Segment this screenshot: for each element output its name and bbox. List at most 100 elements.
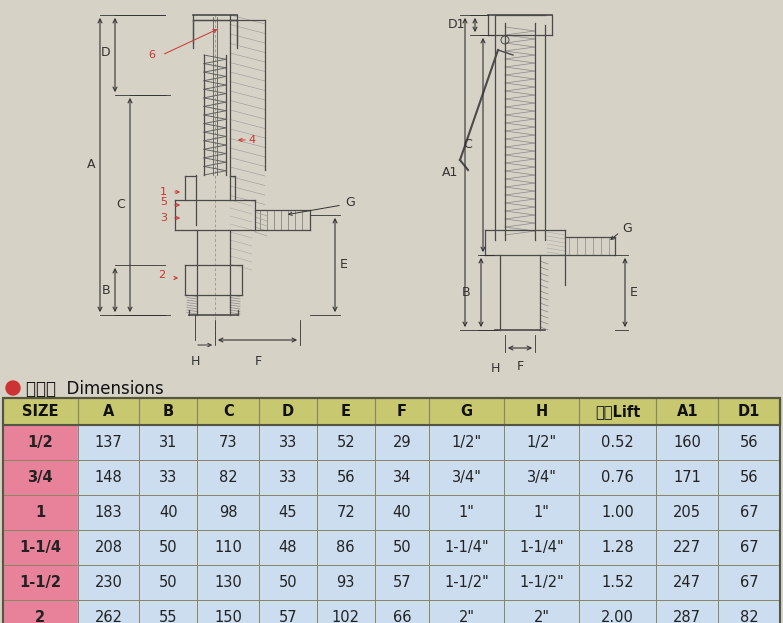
Text: 33: 33 — [159, 470, 178, 485]
Text: A1: A1 — [677, 404, 698, 419]
Bar — [139, 460, 197, 495]
Bar — [259, 460, 317, 495]
Bar — [259, 460, 317, 495]
Bar — [3, 530, 78, 565]
Text: 208: 208 — [95, 540, 123, 555]
Bar — [78, 530, 139, 565]
Text: 66: 66 — [393, 610, 411, 623]
Bar — [656, 565, 718, 600]
Text: 150: 150 — [215, 610, 242, 623]
Bar — [317, 565, 374, 600]
Bar — [579, 460, 656, 495]
Bar — [656, 600, 718, 623]
Text: 205: 205 — [673, 505, 702, 520]
Bar — [3, 398, 780, 425]
Bar — [197, 460, 259, 495]
Text: 57: 57 — [392, 575, 411, 590]
Bar — [197, 495, 259, 530]
Bar — [718, 530, 780, 565]
Bar — [374, 600, 429, 623]
Bar — [139, 565, 197, 600]
Bar — [656, 425, 718, 460]
Bar — [429, 495, 504, 530]
Text: G: G — [345, 196, 355, 209]
Bar — [718, 460, 780, 495]
Text: 1: 1 — [35, 505, 45, 520]
Bar — [504, 600, 579, 623]
Text: 1/2": 1/2" — [526, 435, 557, 450]
Text: 67: 67 — [740, 540, 759, 555]
Bar — [3, 398, 78, 425]
Bar — [429, 565, 504, 600]
Bar — [78, 600, 139, 623]
Bar — [139, 530, 197, 565]
Text: C: C — [222, 404, 233, 419]
Text: 1-1/4": 1-1/4" — [445, 540, 489, 555]
Bar — [139, 460, 197, 495]
Bar — [3, 495, 78, 530]
Text: 45: 45 — [279, 505, 298, 520]
Text: 56: 56 — [740, 435, 759, 450]
Text: E: E — [340, 259, 348, 272]
Bar — [259, 398, 317, 425]
Text: A1: A1 — [442, 166, 458, 179]
Bar — [374, 460, 429, 495]
Bar — [429, 460, 504, 495]
Text: B: B — [461, 285, 470, 298]
Bar — [504, 565, 579, 600]
Bar — [317, 460, 374, 495]
Bar — [504, 460, 579, 495]
Bar — [317, 530, 374, 565]
Text: F: F — [397, 404, 407, 419]
Text: 29: 29 — [392, 435, 411, 450]
Text: 82: 82 — [218, 470, 237, 485]
Text: 93: 93 — [337, 575, 355, 590]
Bar — [718, 398, 780, 425]
Text: 137: 137 — [95, 435, 122, 450]
Bar — [579, 425, 656, 460]
Bar — [78, 460, 139, 495]
Bar — [3, 495, 78, 530]
Text: 0.76: 0.76 — [601, 470, 634, 485]
Text: A: A — [86, 158, 95, 171]
Bar — [504, 565, 579, 600]
Bar — [259, 565, 317, 600]
Bar — [579, 530, 656, 565]
Bar — [504, 600, 579, 623]
Bar — [504, 425, 579, 460]
Bar — [197, 398, 259, 425]
Text: F: F — [254, 355, 262, 368]
Text: 50: 50 — [159, 540, 178, 555]
Text: 3/4": 3/4" — [526, 470, 557, 485]
Bar — [197, 425, 259, 460]
Bar — [317, 460, 374, 495]
Bar — [579, 495, 656, 530]
Bar — [78, 460, 139, 495]
Text: 50: 50 — [279, 575, 298, 590]
Bar — [579, 398, 656, 425]
Bar — [317, 425, 374, 460]
Bar — [656, 425, 718, 460]
Bar — [78, 600, 139, 623]
Bar — [504, 425, 579, 460]
Bar — [718, 425, 780, 460]
Bar — [656, 530, 718, 565]
Bar — [579, 530, 656, 565]
Bar — [139, 530, 197, 565]
Text: 55: 55 — [159, 610, 178, 623]
Bar — [656, 460, 718, 495]
Bar — [259, 600, 317, 623]
Text: 52: 52 — [337, 435, 355, 450]
Text: 56: 56 — [740, 470, 759, 485]
Bar — [374, 460, 429, 495]
Bar — [3, 460, 78, 495]
Bar — [197, 600, 259, 623]
Bar — [579, 600, 656, 623]
Text: E: E — [341, 404, 351, 419]
Text: D: D — [282, 404, 294, 419]
Text: 1-1/2: 1-1/2 — [20, 575, 61, 590]
Bar — [317, 530, 374, 565]
Bar — [374, 565, 429, 600]
Text: 3/4": 3/4" — [452, 470, 482, 485]
Text: 67: 67 — [740, 575, 759, 590]
